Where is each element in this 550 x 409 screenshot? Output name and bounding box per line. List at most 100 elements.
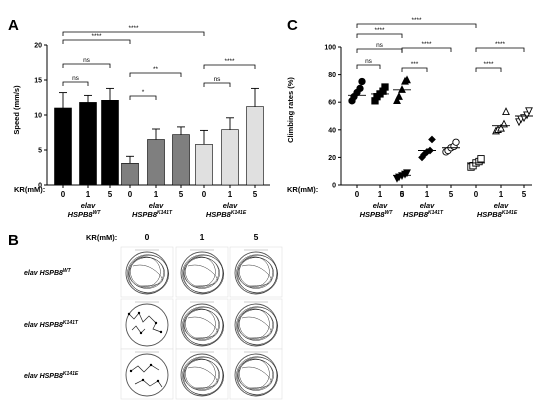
panel-c-x-tick-label: 0 [355,190,360,199]
panel-c-point [393,96,401,104]
panel-b-track [237,254,279,294]
panel-b-track [134,379,163,388]
panel-c-y-tick-label: 100 [324,45,336,52]
panel-c-sig-label: **** [495,41,506,48]
panel-b-row-label-k141e: elav HSPB8K141E [24,371,79,380]
panel-a-sig-bracket [129,72,182,77]
panel-c-x-tick-label: 5 [522,190,527,199]
panel-c-sig-label: ns [365,58,373,65]
panel-c-sig-bracket [401,47,452,52]
panel-a-sig-bracket [62,81,89,86]
panel-c-y-tick-label: 20 [328,155,336,162]
panel-a-y-tick-label: 5 [38,148,42,155]
panel-c-point [502,107,510,116]
panel-c-x-tick-label: 0 [474,190,479,199]
panel-b-track [183,254,225,294]
panel-b-track [239,358,270,390]
panel-b-track [128,312,162,333]
panel-a-x-tick-label: 0 [202,190,207,199]
panel-c-sig-label: **** [483,61,494,68]
panel-a-y-tick-label: 20 [34,43,42,50]
panel-b-tile [120,298,174,350]
panel-c-sig-bracket [356,48,403,53]
panel-a-x-tick-label: 1 [154,190,159,199]
panel-c-genotype-line1: elav [373,201,388,210]
panel-b-track [183,306,225,346]
panel-b-row-label-wt: elav HSPB8WT [24,268,72,277]
panel-c-genotype-line1: elav [494,201,509,210]
panel-b-col-2: 5 [254,232,259,242]
panel-c-point [403,75,411,84]
panel-b-track-dot [127,312,131,316]
panel-c-point [395,91,403,100]
panel-b-tracks: KR(mM): 0 1 5 elav HSPB8WT elav HSPB8K14… [24,232,283,400]
panel-b-col-0: 0 [145,232,150,242]
panel-b-arena [125,303,169,347]
panel-a-y-tick-label: 15 [34,78,42,85]
panel-c-point [398,85,406,93]
panel-b-track-dot [159,330,163,334]
panel-b-track [130,364,160,373]
panel-c-sig-bracket [401,67,428,72]
panel-a-ylabel-group: Speed (mm/s) [12,85,21,135]
panel-a-x-tick-label: 1 [228,190,233,199]
panel-a-y-tick-label: 0 [38,183,42,190]
panel-c-y-tick-label: 40 [328,127,336,134]
panel-c-sig-label: **** [411,17,422,24]
panel-a-genotype-line2: HSPB8K141T [132,210,173,219]
panel-a-x-tick-label: 5 [108,190,113,199]
panel-b-track [237,356,279,396]
panel-a-y-tick-label: 10 [34,113,42,120]
panel-b-track [131,325,146,334]
panel-a-x-tick-label: 1 [86,190,91,199]
panel-c-point [477,155,485,163]
panel-c-point [356,84,364,93]
panel-a-xlabel: KR(mM): [14,185,45,194]
panel-b-track-dot [154,321,158,325]
panel-c-sig-bracket [356,23,477,28]
panel-c-sig-bracket [356,33,403,38]
panel-c-sig-label: *** [411,61,419,68]
panel-b-track-tiles [120,246,283,400]
panel-b-track [236,254,278,293]
panel-a-bar [172,134,190,186]
panel-c-letter: C [287,17,298,34]
panel-b-track [236,356,278,395]
panel-a-bar [101,100,119,186]
panel-a-genotype-line2: HSPB8WT [68,210,102,219]
panel-b-track [238,309,274,341]
panel-a-x-tick-label: 0 [61,190,66,199]
panel-b-track-dot [156,379,160,383]
panel-b-arena [125,353,169,397]
panel-b-track [184,309,220,341]
panel-a-bar [195,144,213,186]
panel-c-x-tick-label: 1 [378,190,383,199]
panel-c-x-tick-label: 1 [499,190,504,199]
panel-b-track [132,264,163,287]
panel-a-genotype-line1: elav [149,201,164,210]
panel-c-ylabel: Climbing rates (%) [286,77,295,143]
panel-b-track [130,256,161,288]
panel-b-track [128,254,170,294]
panel-a-x-tick-label: 0 [128,190,133,199]
panel-a-x-tick-label: 5 [179,190,184,199]
panel-a-sig-label: **** [91,33,102,40]
panel-c-genotype-line2: HSPB8WT [360,210,394,219]
panel-b-track [182,306,224,345]
panel-b-track [184,359,220,391]
panel-c-y-tick-label: 80 [328,72,336,79]
panel-b-track [185,358,216,390]
panel-a-sig-bracket [62,39,131,44]
panel-b-track [238,257,274,289]
panel-a-bar [121,163,139,186]
panel-c-sig-label: ns [376,42,384,49]
panel-a-bar [54,107,72,186]
panel-b-tile [120,348,174,400]
panel-a-bar [79,102,97,186]
panel-b-track [185,308,216,340]
